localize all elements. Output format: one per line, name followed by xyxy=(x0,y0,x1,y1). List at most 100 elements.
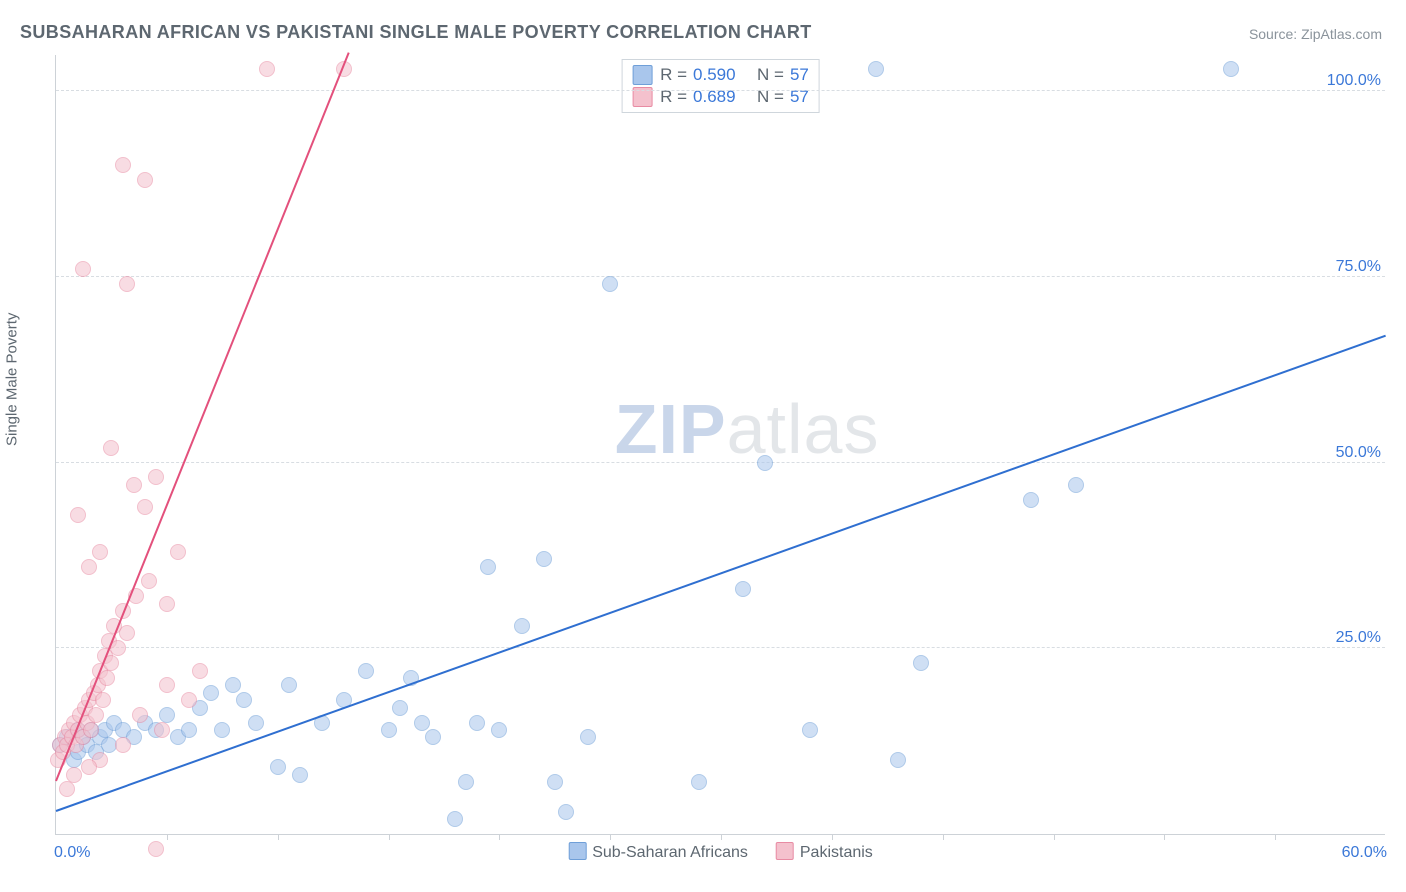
chart-title: SUBSAHARAN AFRICAN VS PAKISTANI SINGLE M… xyxy=(20,22,812,43)
y-tick-label: 50.0% xyxy=(1336,444,1387,462)
x-tick-label-min: 0.0% xyxy=(54,844,90,862)
data-point-ssa xyxy=(270,759,286,775)
data-point-pak xyxy=(159,596,175,612)
data-point-ssa xyxy=(381,722,397,738)
data-point-ssa xyxy=(414,715,430,731)
data-point-ssa xyxy=(735,581,751,597)
legend-label-pak: Pakistanis xyxy=(800,844,873,861)
data-point-pak xyxy=(154,722,170,738)
watermark-atlas: atlas xyxy=(727,390,880,468)
data-point-pak xyxy=(95,692,111,708)
data-point-ssa xyxy=(757,455,773,471)
data-point-ssa xyxy=(292,767,308,783)
data-point-ssa xyxy=(425,729,441,745)
y-tick-label: 75.0% xyxy=(1336,258,1387,276)
data-point-pak xyxy=(137,499,153,515)
legend-item-ssa: Sub-Saharan Africans xyxy=(568,842,748,862)
data-point-ssa xyxy=(392,700,408,716)
data-point-ssa xyxy=(491,722,507,738)
watermark-zip: ZIP xyxy=(615,390,727,468)
data-point-ssa xyxy=(203,685,219,701)
data-point-ssa xyxy=(536,551,552,567)
n-label: N = xyxy=(757,65,784,85)
data-point-pak xyxy=(81,759,97,775)
data-point-ssa xyxy=(913,655,929,671)
data-point-ssa xyxy=(547,774,563,790)
data-point-ssa xyxy=(181,722,197,738)
data-point-pak xyxy=(119,276,135,292)
data-point-pak xyxy=(132,707,148,723)
x-tick-label-max: 60.0% xyxy=(1342,844,1387,862)
x-tick xyxy=(1275,834,1276,840)
gridline-h xyxy=(56,647,1385,648)
data-point-pak xyxy=(103,440,119,456)
data-point-pak xyxy=(170,544,186,560)
y-tick-label: 100.0% xyxy=(1327,72,1387,90)
n-value-ssa: 57 xyxy=(790,65,809,85)
data-point-pak xyxy=(137,172,153,188)
x-tick xyxy=(721,834,722,840)
y-tick-label: 25.0% xyxy=(1336,629,1387,647)
source-link[interactable]: ZipAtlas.com xyxy=(1301,26,1382,42)
data-point-ssa xyxy=(469,715,485,731)
data-point-pak xyxy=(88,707,104,723)
gridline-h xyxy=(56,90,1385,91)
data-point-pak xyxy=(70,507,86,523)
data-point-pak xyxy=(119,625,135,641)
data-point-pak xyxy=(141,573,157,589)
watermark: ZIPatlas xyxy=(615,389,880,469)
data-point-ssa xyxy=(458,774,474,790)
data-point-pak xyxy=(115,157,131,173)
correlation-chart: SUBSAHARAN AFRICAN VS PAKISTANI SINGLE M… xyxy=(0,0,1406,892)
gridline-h xyxy=(56,462,1385,463)
y-axis-label: Single Male Poverty xyxy=(4,313,21,446)
data-point-ssa xyxy=(514,618,530,634)
data-point-pak xyxy=(115,737,131,753)
data-point-pak xyxy=(81,559,97,575)
legend-item-pak: Pakistanis xyxy=(776,842,873,862)
x-tick xyxy=(943,834,944,840)
data-point-pak xyxy=(148,841,164,857)
data-point-ssa xyxy=(480,559,496,575)
data-point-ssa xyxy=(281,677,297,693)
data-point-ssa xyxy=(868,61,884,77)
swatch-ssa xyxy=(568,842,586,860)
x-tick xyxy=(278,834,279,840)
data-point-pak xyxy=(99,670,115,686)
data-point-ssa xyxy=(248,715,264,731)
data-point-ssa xyxy=(447,811,463,827)
plot-area: ZIPatlas R = 0.590 N = 57 R = 0.689 N = … xyxy=(55,55,1385,835)
data-point-pak xyxy=(59,781,75,797)
data-point-ssa xyxy=(1068,477,1084,493)
data-point-pak xyxy=(126,477,142,493)
legend-label-ssa: Sub-Saharan Africans xyxy=(592,844,748,861)
x-tick xyxy=(1054,834,1055,840)
data-point-ssa xyxy=(358,663,374,679)
x-tick xyxy=(499,834,500,840)
x-tick xyxy=(167,834,168,840)
series-legend: Sub-Saharan Africans Pakistanis xyxy=(568,842,873,862)
data-point-pak xyxy=(83,722,99,738)
x-tick xyxy=(389,834,390,840)
data-point-ssa xyxy=(225,677,241,693)
data-point-ssa xyxy=(159,707,175,723)
swatch-ssa xyxy=(632,65,652,85)
data-point-pak xyxy=(148,469,164,485)
swatch-pak xyxy=(776,842,794,860)
x-tick xyxy=(832,834,833,840)
data-point-pak xyxy=(75,261,91,277)
data-point-pak xyxy=(92,544,108,560)
data-point-pak xyxy=(181,692,197,708)
source-label: Source: xyxy=(1249,26,1301,42)
x-tick xyxy=(610,834,611,840)
data-point-ssa xyxy=(691,774,707,790)
r-label: R = xyxy=(660,65,687,85)
data-point-ssa xyxy=(602,276,618,292)
data-point-pak xyxy=(192,663,208,679)
trend-line-ssa xyxy=(56,334,1387,811)
data-point-ssa xyxy=(214,722,230,738)
data-point-ssa xyxy=(580,729,596,745)
data-point-ssa xyxy=(890,752,906,768)
r-value-ssa: 0.590 xyxy=(693,65,736,85)
stats-legend-box: R = 0.590 N = 57 R = 0.689 N = 57 xyxy=(621,59,820,113)
